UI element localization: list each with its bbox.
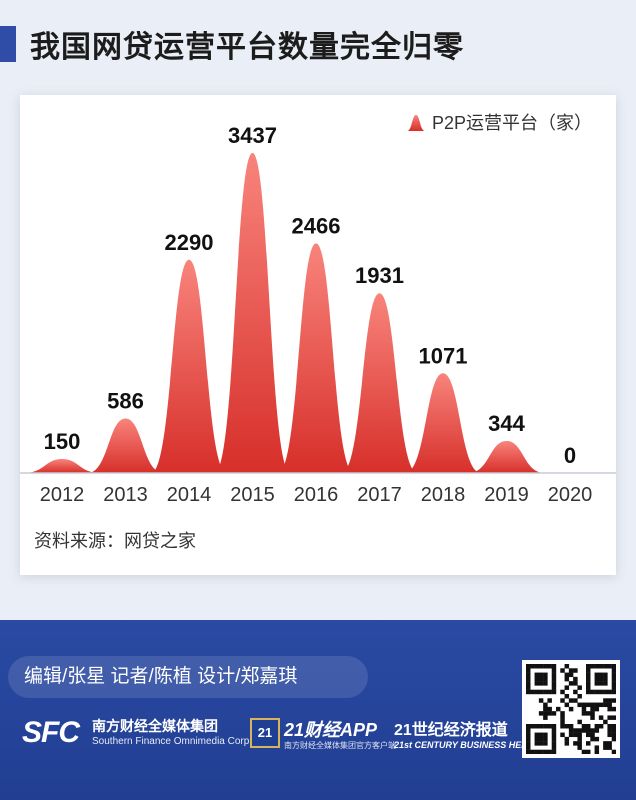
x-tick-2019: 2019 [484, 484, 529, 506]
peak-2013 [87, 418, 164, 473]
source-note: 资料来源：网贷之家 [34, 531, 196, 551]
footer: 编辑/张星 记者/陈植 设计/郑嘉琪 SFC 南方财经全媒体集团 Souther… [0, 620, 636, 800]
data-label-2013: 586 [107, 388, 144, 413]
x-tick-2012: 2012 [40, 484, 85, 506]
legend: P2P运营平台（家） [407, 113, 592, 133]
chart-card: 150 586 2290 3437 2466 1931 1071 344 0 2012 2013 2… [20, 95, 616, 575]
legend-peak-icon [407, 115, 425, 131]
qr-code[interactable] [522, 660, 620, 758]
x-tick-2015: 2015 [230, 484, 275, 506]
x-tick-2018: 2018 [421, 484, 466, 506]
x-tick-2014: 2014 [167, 484, 212, 506]
data-label-2012: 150 [44, 429, 81, 454]
data-label-2014: 2290 [165, 230, 214, 255]
sfc-name-cn: 南方财经全媒体集团 [92, 718, 218, 734]
peak-2018 [405, 373, 481, 473]
herald-name-en: 21st CENTURY BUSINESS HERALD [394, 740, 547, 750]
logo-row: SFC 南方财经全媒体集团 Southern Finance Omnimedia… [0, 712, 546, 762]
qr-code-icon [526, 664, 617, 755]
title-accent-bar [0, 26, 16, 62]
chart-svg: 150 586 2290 3437 2466 1931 1071 344 0 2012 2013 2… [20, 113, 616, 506]
legend-label: P2P运营平台（家） [432, 113, 592, 133]
peak-2014 [151, 259, 227, 473]
data-label-2015: 3437 [228, 123, 277, 148]
x-tick-2020: 2020 [548, 484, 593, 506]
peak-2019 [468, 440, 545, 473]
page-title: 我国网贷运营平台数量完全归零 [30, 31, 464, 64]
peak-2015 [214, 153, 291, 473]
data-label-2017: 1931 [355, 263, 404, 288]
x-tick-2016: 2016 [294, 484, 339, 506]
title-area: 我国网贷运营平台数量完全归零 [0, 0, 636, 80]
x-tick-2013: 2013 [103, 484, 148, 506]
data-label-2020: 0 [564, 443, 576, 468]
peak-2017 [341, 293, 418, 473]
peak-2016 [278, 243, 354, 473]
app-badge-icon: 21 [250, 718, 280, 748]
sfc-logo: SFC [22, 716, 80, 749]
app-name: 21财经APP [284, 720, 378, 740]
data-label-2018: 1071 [419, 343, 468, 368]
herald-name-cn: 21世纪经济报道 [394, 722, 508, 739]
peak-2012 [24, 459, 100, 473]
data-label-2016: 2466 [292, 213, 341, 238]
data-label-2019: 344 [488, 411, 525, 436]
credits-bar: 编辑/张星 记者/陈植 设计/郑嘉琪 [8, 656, 368, 698]
app-subtitle: 南方财经全媒体集团官方客户端 [284, 741, 396, 750]
x-tick-2017: 2017 [357, 484, 402, 506]
sfc-name-en: Southern Finance Omnimedia Corp. [92, 736, 253, 747]
